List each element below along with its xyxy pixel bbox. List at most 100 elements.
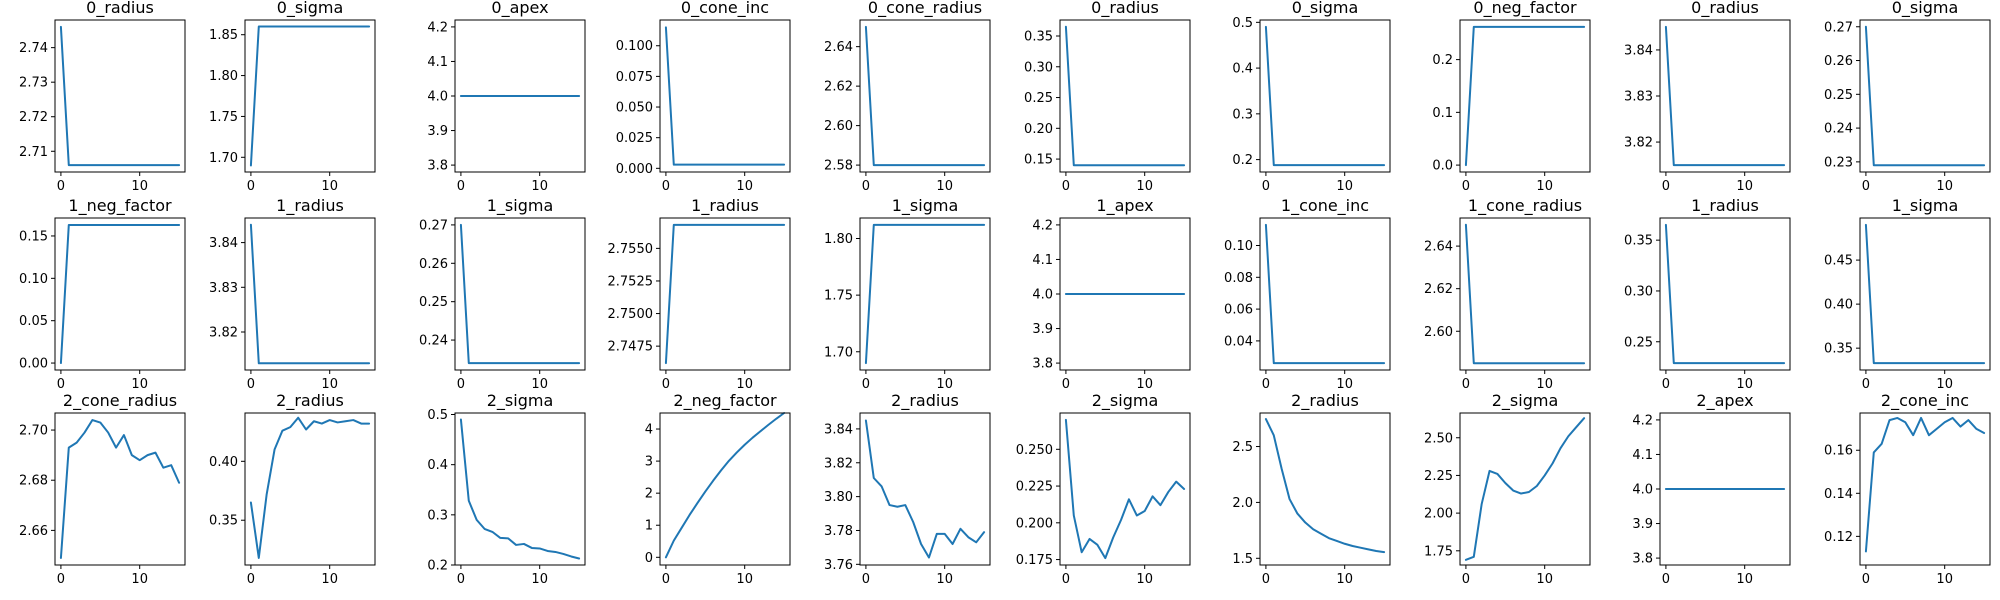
y-tick-label: 0.27	[1824, 20, 1853, 35]
axes-frame	[859, 217, 991, 371]
axes-frame	[1659, 217, 1791, 371]
subplot-title: 1_sigma	[1892, 196, 1959, 216]
y-tick-label: 2.64	[1424, 240, 1453, 255]
y-tick-label: 0.35	[1824, 342, 1853, 357]
y-tick-label: 0.00	[19, 357, 48, 372]
y-tick-label: 0.25	[1024, 91, 1053, 106]
x-tick-label: 0	[1862, 179, 1870, 194]
y-tick-label: 0.3	[427, 508, 448, 523]
y-tick-label: 0.23	[1824, 155, 1853, 170]
x-tick-label: 0	[1262, 179, 1270, 194]
y-tick-label: 0.175	[1016, 553, 1053, 568]
subplot: 2_neg_factor 0 10 0 1 2 3 4	[645, 391, 791, 587]
y-tick-label: 1.70	[824, 345, 853, 360]
series-line	[1664, 25, 1786, 167]
series-line	[459, 418, 581, 560]
axes-frame	[859, 19, 991, 173]
series-line	[1664, 223, 1786, 365]
y-tick-label: 3.84	[209, 236, 238, 251]
y-tick-label: 3.82	[1624, 136, 1653, 151]
subplot-title: 2_sigma	[1092, 391, 1159, 411]
subplot: 1_radius 0 10 0.25 0.30 0.35	[1624, 196, 1791, 392]
y-tick-label: 0.100	[616, 39, 653, 54]
subplot: 2_radius 0 10 3.76 3.78 3.80 3.82 3.84	[824, 391, 991, 587]
series-line	[864, 223, 986, 365]
y-tick-label: 0.10	[1224, 239, 1253, 254]
subplot: 0_radius 0 10 3.82 3.83 3.84	[1624, 0, 1791, 194]
y-tick-label: 2.68	[19, 474, 48, 489]
y-tick-label: 0.14	[1824, 487, 1853, 502]
axes-frame	[1059, 19, 1191, 173]
y-tick-label: 0.05	[19, 314, 48, 329]
subplot: 0_cone_inc 0 10 0.000 0.025 0.050 0.075 0.100	[616, 0, 791, 194]
y-tick-label: 0.35	[1024, 30, 1053, 45]
y-tick-label: 2.62	[824, 80, 853, 95]
y-tick-label: 0.10	[19, 272, 48, 287]
subplot-title: 1_sigma	[487, 196, 554, 216]
y-tick-label: 0.000	[616, 162, 653, 177]
axes-frame	[659, 412, 791, 566]
x-tick-label: 10	[321, 572, 338, 587]
y-tick-label: 3.9	[1632, 517, 1653, 532]
axes-frame	[1259, 412, 1391, 566]
x-tick-label: 0	[1862, 377, 1870, 392]
x-tick-label: 0	[662, 572, 670, 587]
y-tick-label: 0.2	[1232, 153, 1253, 168]
x-tick-label: 0	[247, 179, 255, 194]
y-tick-label: 0.1	[1432, 106, 1453, 121]
x-tick-label: 0	[1662, 179, 1670, 194]
y-tick-label: 2.71	[19, 145, 48, 160]
subplot-title: 1_neg_factor	[68, 196, 172, 216]
y-tick-label: 1.80	[209, 69, 238, 84]
axes-frame	[1859, 412, 1991, 566]
y-tick-label: 0.12	[1824, 530, 1853, 545]
subplot-title: 1_apex	[1096, 196, 1153, 216]
y-tick-label: 0.200	[1016, 516, 1053, 531]
y-tick-label: 0.15	[1024, 153, 1053, 168]
subplot-title: 0_sigma	[277, 0, 344, 18]
y-tick-label: 4.2	[427, 20, 448, 35]
y-tick-label: 0.025	[616, 131, 653, 146]
y-tick-label: 2.72	[19, 110, 48, 125]
x-tick-label: 10	[1336, 179, 1353, 194]
subplot: 2_sigma 0 10 0.175 0.200 0.225 0.250	[1016, 391, 1191, 587]
subplot-title: 0_radius	[1691, 0, 1759, 18]
y-tick-label: 0.06	[1224, 303, 1253, 318]
x-tick-label: 0	[247, 377, 255, 392]
y-tick-label: 1.75	[1424, 544, 1453, 559]
y-tick-label: 2.60	[824, 119, 853, 134]
y-tick-label: 0.075	[616, 70, 653, 85]
x-tick-label: 10	[131, 572, 148, 587]
y-tick-label: 2.7500	[608, 307, 654, 322]
y-tick-label: 0.0	[1432, 159, 1453, 174]
x-tick-label: 10	[1736, 377, 1753, 392]
y-tick-label: 0.15	[19, 229, 48, 244]
x-tick-label: 10	[1536, 179, 1553, 194]
axes-frame	[54, 412, 186, 566]
x-tick-label: 10	[1136, 572, 1153, 587]
series-line	[664, 26, 786, 166]
axes-frame	[659, 19, 791, 173]
series-line	[1864, 416, 1986, 553]
subplot-title: 2_neg_factor	[673, 391, 777, 411]
subplot-title: 0_cone_inc	[681, 0, 769, 18]
x-tick-label: 10	[1736, 572, 1753, 587]
subplot: 2_cone_inc 0 10 0.12 0.14 0.16	[1824, 391, 1991, 587]
y-tick-label: 0.5	[427, 408, 448, 423]
axes-frame	[54, 217, 186, 371]
y-tick-label: 2.25	[1424, 469, 1453, 484]
subplot: 2_sigma 0 10 1.75 2.00 2.25 2.50	[1424, 391, 1591, 587]
y-tick-label: 2.0	[1232, 496, 1253, 511]
y-tick-label: 0.2	[427, 559, 448, 574]
x-tick-label: 10	[1936, 377, 1953, 392]
subplot: 1_radius 0 10 3.82 3.83 3.84	[209, 196, 376, 392]
x-tick-label: 0	[1462, 572, 1470, 587]
series-line	[1264, 25, 1386, 167]
y-tick-label: 2	[645, 487, 653, 502]
x-tick-label: 10	[131, 179, 148, 194]
y-tick-label: 0.26	[419, 257, 448, 272]
y-tick-label: 4.0	[1032, 288, 1053, 303]
y-tick-label: 3.82	[824, 456, 853, 471]
series-line	[864, 419, 986, 559]
y-tick-label: 1.85	[209, 28, 238, 43]
